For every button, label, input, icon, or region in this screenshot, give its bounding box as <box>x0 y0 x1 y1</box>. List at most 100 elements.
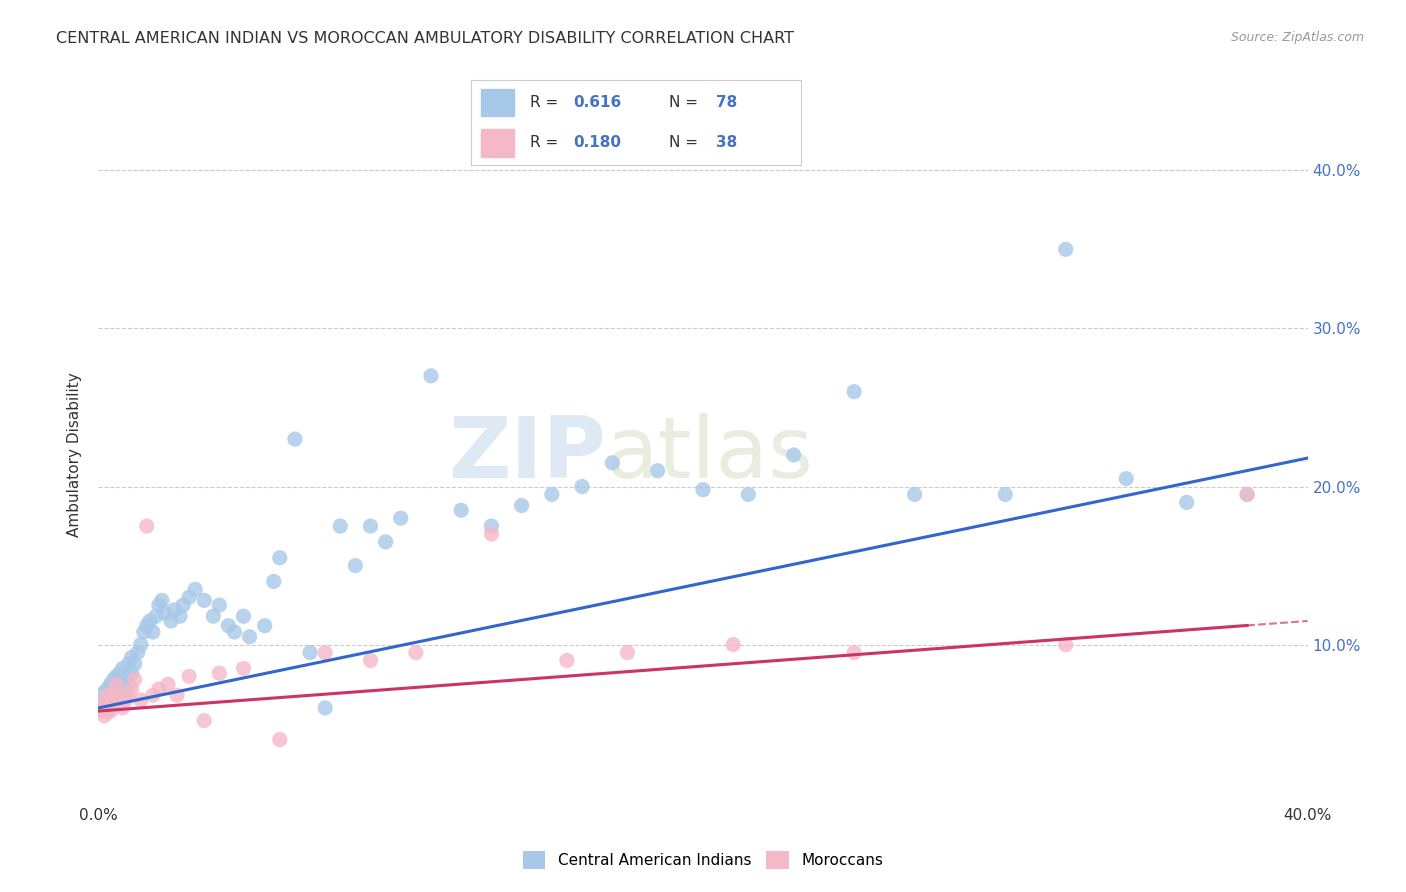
Point <box>1115 472 1137 486</box>
Point <box>253 618 276 632</box>
Text: 78: 78 <box>716 95 737 110</box>
Point <box>93 685 115 699</box>
Point <box>163 603 186 617</box>
Point <box>360 653 382 667</box>
Text: R =: R = <box>530 95 564 110</box>
Point <box>142 688 165 702</box>
Point <box>93 701 115 715</box>
Point <box>108 688 131 702</box>
Point <box>904 487 927 501</box>
Point <box>127 646 149 660</box>
Point <box>142 625 165 640</box>
Point <box>100 696 122 710</box>
Bar <box>481 129 515 157</box>
Point <box>783 448 806 462</box>
Point <box>108 688 131 702</box>
Point <box>166 688 188 702</box>
Point <box>616 646 638 660</box>
Point <box>269 550 291 565</box>
Point <box>121 666 143 681</box>
Point <box>90 693 112 707</box>
Point <box>93 693 115 707</box>
Point <box>103 673 125 687</box>
Point <box>148 681 170 696</box>
Text: 0.616: 0.616 <box>574 95 621 110</box>
Point <box>108 666 131 681</box>
Point <box>114 669 136 683</box>
Point <box>329 519 352 533</box>
Point <box>314 701 336 715</box>
Point <box>148 598 170 612</box>
Point <box>121 650 143 665</box>
Point <box>208 598 231 612</box>
Point <box>299 646 322 660</box>
Point <box>90 704 112 718</box>
Point <box>145 609 167 624</box>
Point <box>184 582 207 597</box>
Point <box>103 685 125 699</box>
Point <box>105 669 128 683</box>
Point <box>103 698 125 712</box>
Point <box>844 646 866 660</box>
Point <box>602 456 624 470</box>
Text: N =: N = <box>669 136 703 151</box>
Point <box>103 693 125 707</box>
Point <box>96 693 118 707</box>
Point <box>263 574 285 589</box>
Point <box>232 661 254 675</box>
Point <box>118 677 141 691</box>
Point <box>510 499 533 513</box>
Point <box>96 688 118 702</box>
Point <box>344 558 367 573</box>
Point <box>93 708 115 723</box>
Point <box>208 666 231 681</box>
Point <box>450 503 472 517</box>
Point <box>100 693 122 707</box>
Text: R =: R = <box>530 136 564 151</box>
Point <box>1175 495 1198 509</box>
Point <box>540 487 562 501</box>
Text: N =: N = <box>669 95 703 110</box>
Point <box>169 609 191 624</box>
Point <box>135 618 157 632</box>
Point <box>202 609 225 624</box>
Point <box>284 432 307 446</box>
Point <box>172 598 194 612</box>
Point <box>193 714 215 728</box>
Point <box>132 625 155 640</box>
Point <box>193 593 215 607</box>
Point <box>150 593 173 607</box>
Point <box>420 368 443 383</box>
Point <box>105 693 128 707</box>
Point <box>374 534 396 549</box>
Point <box>555 653 578 667</box>
Point <box>114 693 136 707</box>
Point <box>124 657 146 671</box>
Point <box>314 646 336 660</box>
Point <box>156 677 179 691</box>
Point <box>360 519 382 533</box>
Point <box>118 657 141 671</box>
Point <box>108 677 131 691</box>
Point <box>692 483 714 497</box>
Point <box>100 677 122 691</box>
Text: ZIP: ZIP <box>449 413 606 497</box>
Point <box>269 732 291 747</box>
Text: Source: ZipAtlas.com: Source: ZipAtlas.com <box>1230 31 1364 45</box>
Point <box>571 479 593 493</box>
Point <box>105 677 128 691</box>
Point <box>121 681 143 696</box>
Point <box>239 630 262 644</box>
Point <box>124 673 146 687</box>
Point <box>647 464 669 478</box>
Point <box>481 527 503 541</box>
Point <box>405 646 427 660</box>
Point <box>1054 243 1077 257</box>
Point <box>994 487 1017 501</box>
Point <box>105 681 128 696</box>
Point <box>179 591 201 605</box>
Point <box>481 519 503 533</box>
Point <box>135 519 157 533</box>
Text: 0.180: 0.180 <box>574 136 621 151</box>
Point <box>118 688 141 702</box>
